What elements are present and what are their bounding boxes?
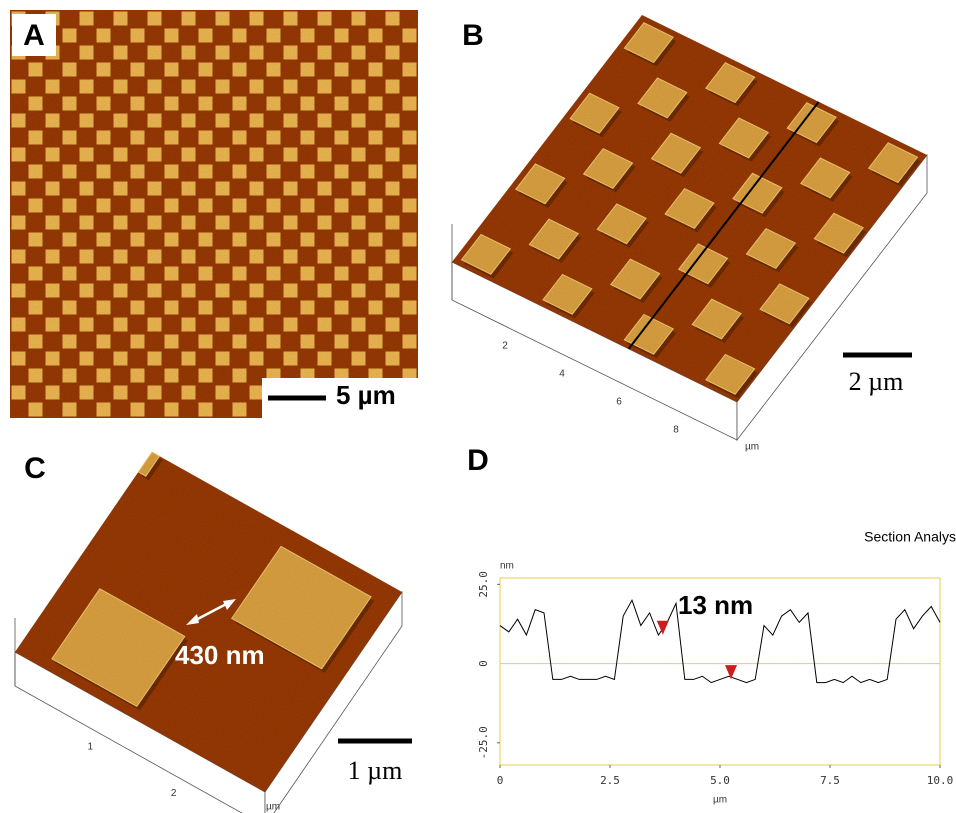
axis-unit: µm: [266, 802, 280, 813]
panel-label: C: [24, 452, 46, 485]
scale-label: 2 µm: [849, 367, 904, 396]
grain: [10, 10, 418, 418]
panel-a: A 5 µm: [10, 10, 418, 418]
axis-tick-label: 6: [616, 397, 622, 408]
y-tick-label: 25.0: [477, 571, 490, 598]
scale-label: 5 µm: [336, 380, 396, 410]
x-tick-label: 0: [497, 774, 504, 787]
annotation: 430 nm: [175, 640, 265, 670]
axis-tick-label: 8: [673, 425, 679, 436]
cursor-marker: [657, 621, 669, 635]
x-tick-label: 2.5: [600, 774, 620, 787]
axis-tick-label: 2: [502, 341, 508, 352]
grain: [452, 15, 927, 402]
panel-d: D Section Analys nm 25.0 0 -25.0 0 2.5 5.0 7.5 10.…: [467, 444, 956, 806]
x-axis-label: µm: [713, 795, 727, 806]
panel-label: B: [462, 19, 484, 52]
panel-c: C 430 nm 1 2 µm 1 µm: [15, 452, 412, 813]
scale-label: 1 µm: [348, 756, 403, 785]
y-tick-label: 0: [477, 660, 490, 667]
chart-title: Section Analys: [864, 529, 956, 545]
panel-label: A: [23, 19, 45, 52]
x-tick-label: 10.0: [927, 774, 954, 787]
axis-tick-label: 1: [88, 741, 94, 752]
axis-tick-label: 2: [171, 788, 177, 799]
x-tick-label: 5.0: [710, 774, 730, 787]
panel-b: B 2 4 6 8 µm 2 µm: [452, 15, 927, 453]
y-unit: nm: [500, 561, 514, 572]
annotation: 13 nm: [678, 590, 753, 620]
axis-tick-label: 4: [559, 369, 565, 380]
y-tick-label: -25.0: [477, 726, 490, 759]
panel-label: D: [467, 444, 489, 477]
axis-unit: µm: [745, 442, 759, 453]
figure: A 5 µm B 2 4 6 8 µm 2 µm C 430 nm 1 2 µm 1 µm D Secti…: [0, 0, 956, 813]
x-tick-label: 7.5: [820, 774, 840, 787]
